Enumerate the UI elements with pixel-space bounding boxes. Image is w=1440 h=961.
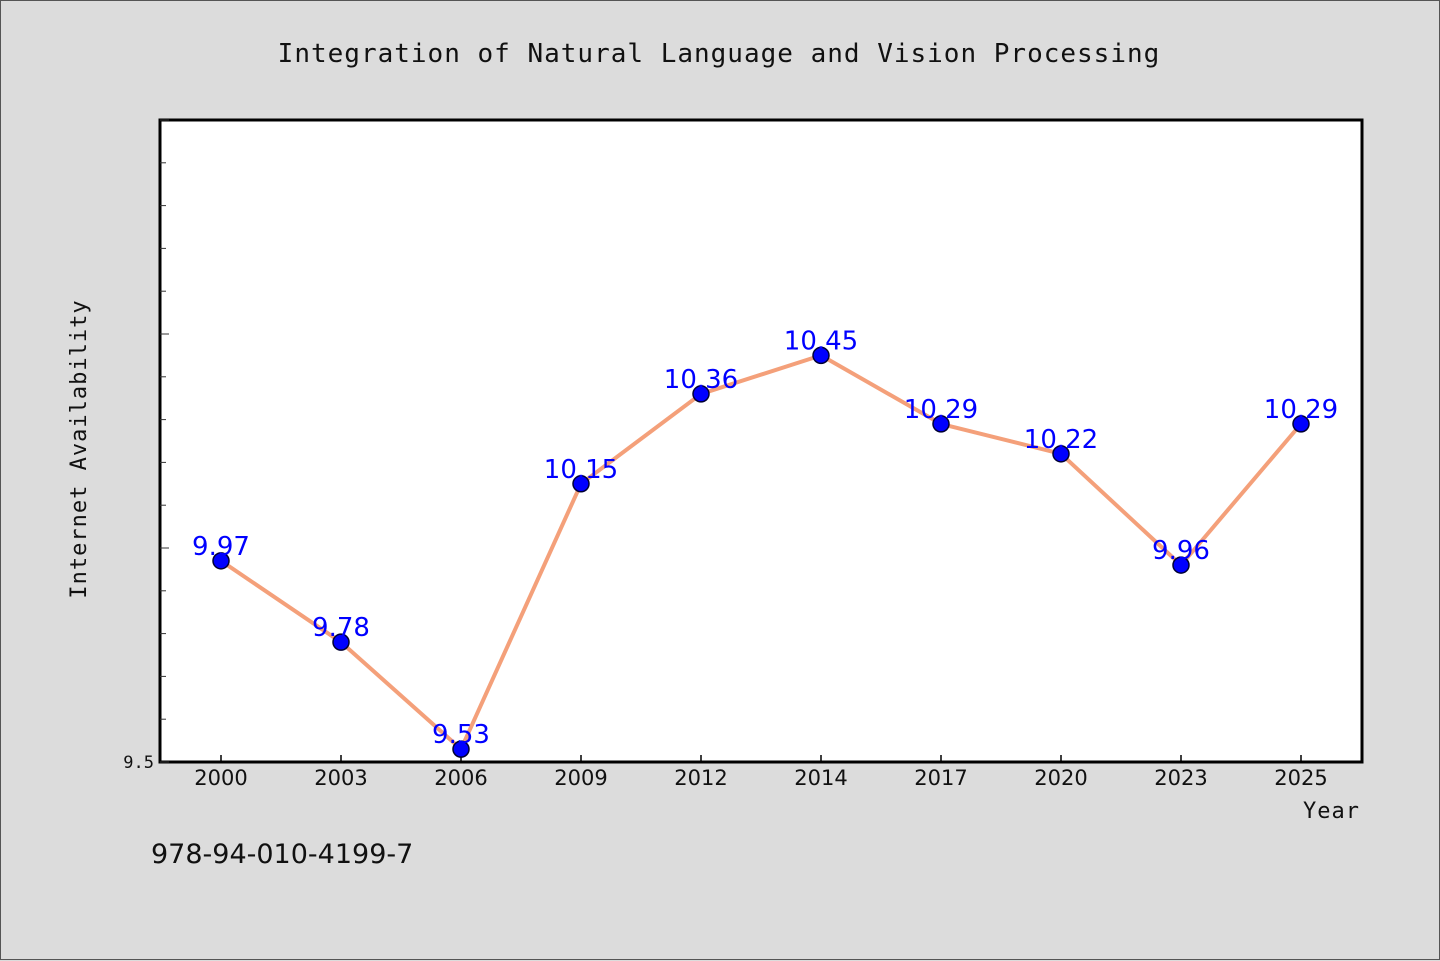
data-point bbox=[812, 346, 830, 365]
data-point bbox=[572, 475, 590, 493]
data-point bbox=[1172, 556, 1190, 574]
data-label: 10.29 bbox=[1264, 395, 1338, 425]
chart-title: Integration of Natural Language and Visi… bbox=[278, 39, 1161, 69]
x-tick-label: 2023 bbox=[1154, 766, 1207, 790]
data-label: 10.29 bbox=[904, 395, 978, 425]
plot-area bbox=[158, 118, 1364, 764]
data-label: 10.36 bbox=[664, 365, 738, 395]
data-point bbox=[332, 633, 350, 651]
data-point bbox=[1292, 415, 1310, 433]
data-label: 9.97 bbox=[192, 532, 250, 562]
x-axis-ticks: 2000 2003 2006 2009 2012 2014 2017 2020 2023 2025 bbox=[194, 755, 1328, 790]
data-point bbox=[212, 552, 230, 570]
data-label: 9.53 bbox=[432, 720, 490, 750]
footer-id-text: 978-94-010-4199-7 bbox=[151, 839, 413, 870]
x-tick-label: 2003 bbox=[314, 766, 367, 790]
data-point bbox=[692, 385, 710, 403]
x-tick-label: 2017 bbox=[914, 766, 967, 790]
data-point bbox=[932, 415, 950, 433]
data-label: 10.15 bbox=[544, 455, 618, 485]
x-axis-label: Year bbox=[1303, 799, 1360, 824]
y-axis-ticks: 9.5 bbox=[123, 119, 169, 773]
y-tick-label: 9.5 bbox=[123, 753, 154, 773]
x-tick-label: 2020 bbox=[1034, 766, 1087, 790]
data-label: 10.45 bbox=[784, 326, 858, 356]
x-tick-label: 2025 bbox=[1274, 766, 1327, 790]
series-line bbox=[219, 353, 1303, 752]
data-point bbox=[1052, 445, 1070, 463]
data-label: 10.22 bbox=[1024, 425, 1098, 455]
series-layer: 9.97 9.78 9.53 10.15 10.36 10.45 10.29 10.22 9.9… bbox=[192, 326, 1338, 758]
x-tick-label: 2014 bbox=[794, 766, 847, 790]
data-label: 9.78 bbox=[312, 613, 370, 643]
x-tick-label: 2000 bbox=[194, 766, 247, 790]
data-point bbox=[452, 740, 470, 758]
data-label: 9.96 bbox=[1152, 536, 1210, 566]
x-tick-label: 2006 bbox=[434, 766, 487, 790]
x-tick-label: 2012 bbox=[674, 766, 727, 790]
y-axis-label: Internet Availability bbox=[67, 299, 92, 598]
x-tick-label: 2009 bbox=[554, 766, 607, 790]
